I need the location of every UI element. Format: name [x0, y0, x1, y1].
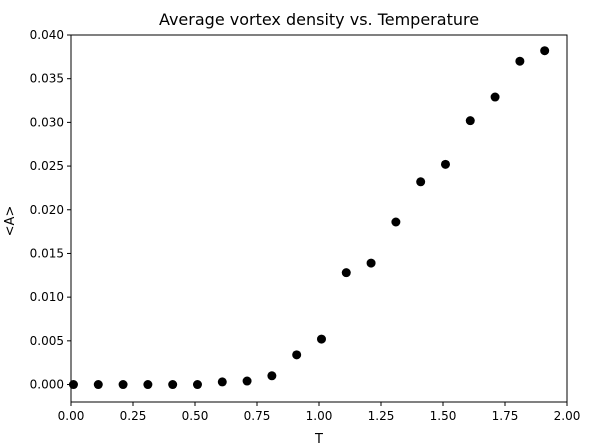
y-tick-label: 0.000 [30, 378, 64, 392]
y-tick-label: 0.025 [30, 159, 64, 173]
data-point [217, 377, 227, 387]
data-point [490, 92, 500, 102]
x-axis: 0.00 0.25 0.50 0.75 1.00 1.25 1.50 1.75 2.00 [58, 402, 581, 423]
y-axis-label: <A> [3, 206, 18, 237]
data-point [366, 258, 376, 268]
data-point [267, 371, 277, 381]
x-tick-label: 1.75 [492, 409, 519, 423]
y-tick-label: 0.010 [30, 290, 64, 304]
y-tick-label: 0.015 [30, 246, 64, 260]
x-tick-label: 1.00 [306, 409, 333, 423]
data-point [515, 56, 525, 66]
x-tick-label: 1.25 [368, 409, 395, 423]
data-point [391, 217, 401, 227]
data-point [143, 380, 153, 390]
data-point [465, 116, 475, 126]
x-tick-label: 0.00 [58, 409, 85, 423]
x-tick-label: 2.00 [554, 409, 581, 423]
data-point [416, 177, 426, 187]
y-tick-label: 0.030 [30, 115, 64, 129]
data-point [242, 376, 252, 386]
y-tick-label: 0.005 [30, 334, 64, 348]
y-tick-label: 0.020 [30, 203, 64, 217]
data-point [341, 268, 351, 278]
data-point [316, 334, 326, 344]
data-point [292, 350, 302, 360]
x-axis-label: T [314, 432, 323, 447]
y-tick-label: 0.035 [30, 72, 64, 86]
y-axis: 0.000 0.005 0.010 0.015 0.020 0.025 0.030 0.035… [30, 28, 71, 392]
data-point [168, 380, 178, 390]
y-tick-label: 0.040 [30, 28, 64, 42]
x-tick-label: 0.25 [120, 409, 147, 423]
x-tick-label: 0.50 [182, 409, 209, 423]
data-point [540, 46, 550, 56]
data-point [440, 159, 450, 169]
x-tick-label: 1.50 [430, 409, 457, 423]
x-tick-label: 0.75 [244, 409, 271, 423]
chart-title: Average vortex density vs. Temperature [159, 10, 479, 29]
plot-area [68, 46, 550, 390]
data-point [93, 380, 103, 390]
plot-frame [70, 34, 568, 403]
data-point [192, 380, 202, 390]
data-point [118, 380, 128, 390]
